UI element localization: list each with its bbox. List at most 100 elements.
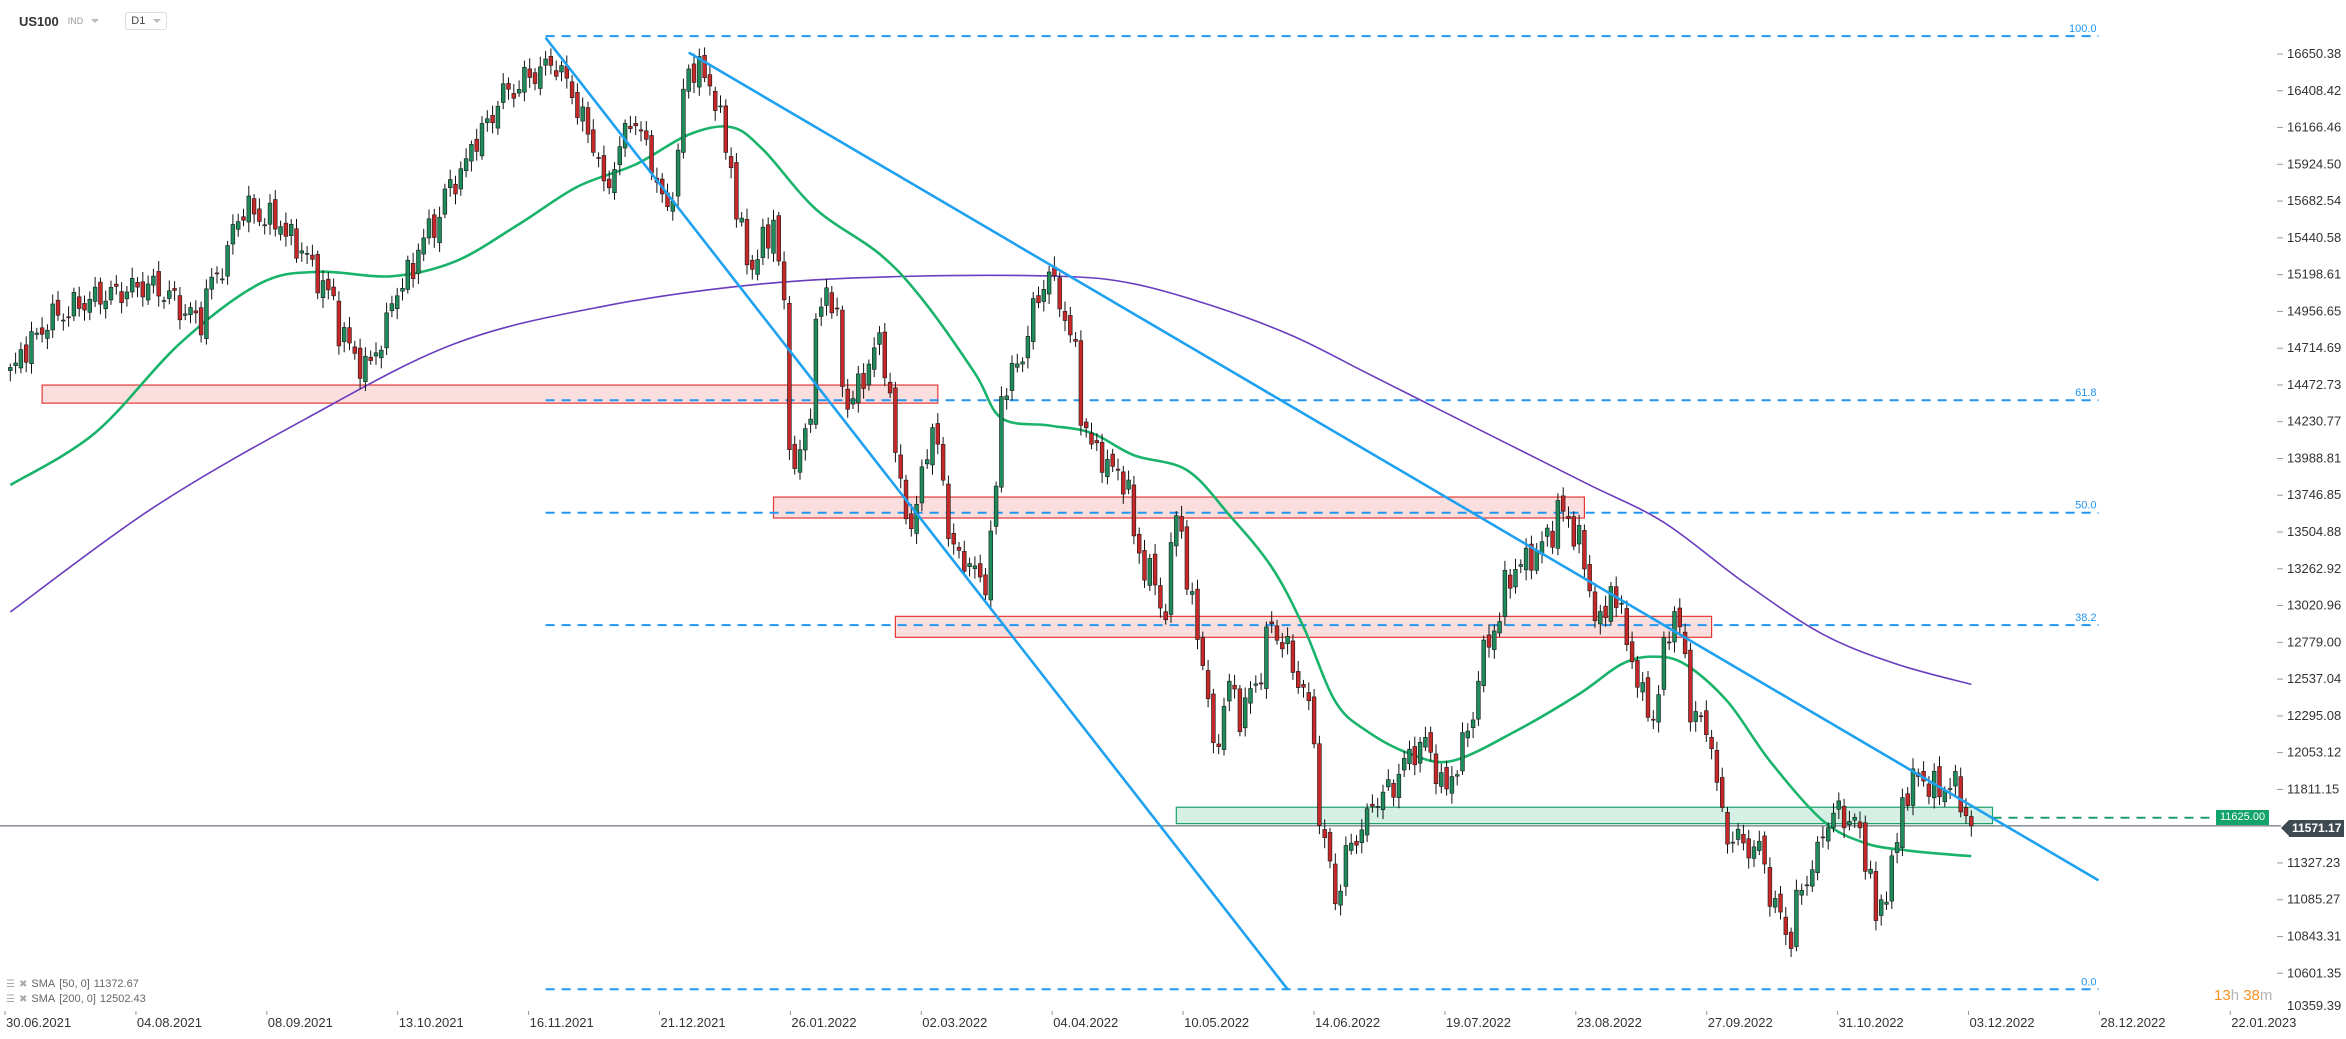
candle-body-down xyxy=(98,281,103,305)
candle xyxy=(1937,756,1942,805)
legend-item-sma50[interactable]: ☰ ✖ SMA [50, 0] 11372.67 xyxy=(6,977,146,992)
candle xyxy=(1158,577,1163,618)
candle xyxy=(394,287,400,320)
candle-body-up xyxy=(108,286,114,301)
candle-body-up xyxy=(1889,855,1895,902)
candle-body-down xyxy=(273,199,278,230)
legend-value: 11372.67 xyxy=(93,978,139,990)
symbol-dropdown-caret-icon[interactable] xyxy=(91,19,100,23)
candle xyxy=(697,48,702,96)
menu-icon[interactable]: ☰ xyxy=(6,979,15,990)
sma200-line xyxy=(9,274,1972,686)
candle xyxy=(108,280,114,305)
candle-body-down xyxy=(606,178,612,189)
candle xyxy=(1576,514,1582,554)
candle-body-down xyxy=(310,254,315,260)
candle xyxy=(734,153,739,228)
candle xyxy=(691,53,697,94)
legend-value: 12502.43 xyxy=(99,993,146,1005)
candle xyxy=(983,568,988,603)
price-axis-label: 12053.12 xyxy=(2287,745,2341,760)
timeframe-select[interactable]: D1 xyxy=(125,12,168,30)
price-axis-label: 11811.15 xyxy=(2287,781,2339,796)
candle xyxy=(463,148,469,178)
candle xyxy=(606,170,612,195)
close-icon[interactable]: ✖ xyxy=(18,994,28,1005)
candle xyxy=(469,140,474,172)
candle-body-up xyxy=(288,224,294,236)
legend-item-sma200[interactable]: ☰ ✖ SMA [200, 0] 12502.43 xyxy=(6,992,146,1007)
candle xyxy=(1693,701,1698,732)
candle xyxy=(183,304,188,321)
candle-body-up xyxy=(1513,569,1518,588)
date-axis-label: 04.04.2022 xyxy=(1053,1015,1118,1030)
candle xyxy=(1879,894,1884,926)
candle-body-up xyxy=(739,217,744,223)
candle xyxy=(1698,711,1704,723)
candle xyxy=(1571,511,1577,551)
candle xyxy=(1205,659,1211,708)
candle-body-down xyxy=(1211,693,1216,743)
candle xyxy=(1110,448,1115,473)
candle-body-up xyxy=(914,503,919,534)
candle-body-down xyxy=(251,198,257,215)
candle-body-down xyxy=(506,83,511,90)
candle-body-up xyxy=(1417,741,1423,764)
candle-body-down xyxy=(1863,822,1868,872)
candle-body-up xyxy=(617,146,623,166)
candle xyxy=(1264,621,1269,699)
candle-body-up xyxy=(479,123,485,157)
candle-body-down xyxy=(140,281,145,298)
legend-name: SMA xyxy=(31,978,56,990)
candle-body-down xyxy=(1709,737,1714,750)
candle-body-up xyxy=(1661,637,1667,690)
candle-body-up xyxy=(463,158,469,171)
price-axis-label: 14472.73 xyxy=(2287,377,2341,392)
candle xyxy=(1545,524,1550,547)
candle-body-down xyxy=(861,373,866,389)
close-icon[interactable]: ✖ xyxy=(18,979,28,990)
candle-body-down xyxy=(1688,649,1693,723)
candle-body-down xyxy=(326,278,331,291)
candle-body-up xyxy=(485,118,490,123)
candle-body-down xyxy=(829,292,835,314)
candle xyxy=(1301,679,1306,698)
symbol-name[interactable]: US100 xyxy=(19,13,59,29)
candle-body-down xyxy=(55,299,61,316)
level-price-label[interactable]: 11625.00 xyxy=(2216,810,2270,825)
candle xyxy=(1370,794,1375,813)
candle-body-down xyxy=(1873,871,1879,921)
date-axis-label: 04.08.2021 xyxy=(137,1015,202,1030)
candle xyxy=(257,198,262,227)
candle-body-down xyxy=(898,454,903,479)
candle-body-down xyxy=(357,347,363,379)
candle-body-up xyxy=(1015,363,1020,368)
candle xyxy=(999,386,1004,493)
candle xyxy=(718,95,723,113)
candle-body-down xyxy=(548,56,554,66)
date-axis-label: 16.11.2021 xyxy=(530,1015,594,1030)
candle xyxy=(288,219,294,246)
candle xyxy=(877,326,882,355)
candle xyxy=(1131,475,1137,545)
candle-body-up xyxy=(1009,363,1015,391)
candle xyxy=(803,423,808,461)
candle-body-up xyxy=(1947,788,1953,790)
candle-body-down xyxy=(707,74,713,87)
candle-body-up xyxy=(1608,586,1614,622)
candle xyxy=(511,83,516,108)
menu-icon[interactable]: ☰ xyxy=(6,994,15,1005)
candle xyxy=(262,218,267,235)
candle-body-down xyxy=(114,283,119,287)
candle xyxy=(813,313,819,430)
candle-body-down xyxy=(585,107,591,135)
candle-body-down xyxy=(1714,750,1720,783)
candle xyxy=(771,209,776,262)
candle xyxy=(1910,758,1916,816)
candle-body-up xyxy=(246,195,251,223)
candle xyxy=(368,350,373,365)
date-axis-label: 02.03.2022 xyxy=(922,1015,987,1030)
candle-body-down xyxy=(410,263,416,279)
candle xyxy=(71,287,77,322)
